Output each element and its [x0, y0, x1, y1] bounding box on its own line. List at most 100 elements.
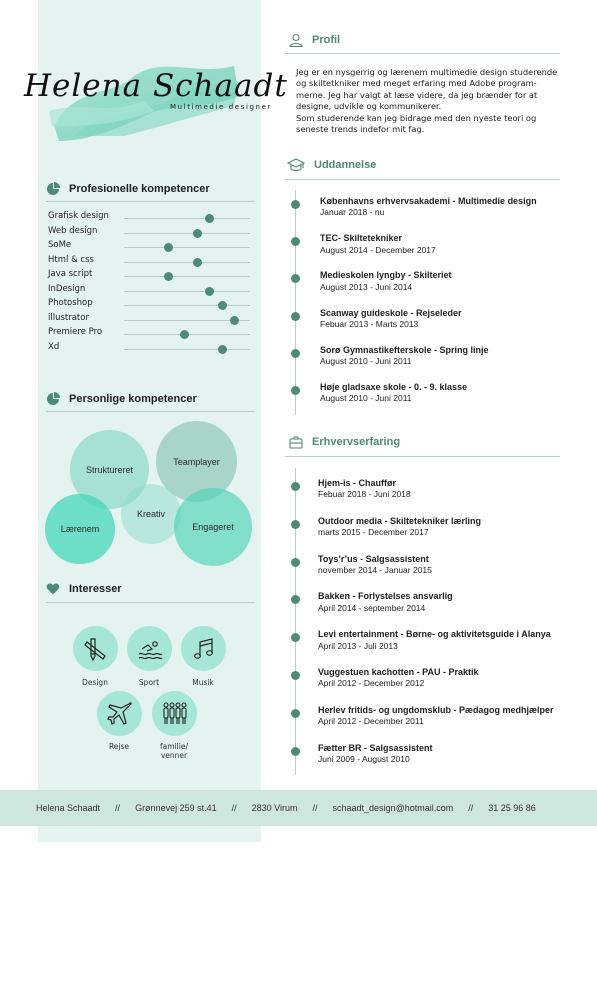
section-head-experience: Erhvervserfaring — [289, 435, 400, 449]
bubble-kreativ: Kreativ — [121, 484, 181, 544]
interest-label-rejse: Rejse — [108, 742, 130, 751]
skill-track — [124, 247, 250, 248]
skill-track — [124, 290, 250, 292]
timeline-dot — [291, 519, 300, 529]
pencil-ruler-icon — [83, 637, 106, 661]
section-title-experience: Erhvervserfaring — [312, 436, 401, 448]
timeline-dot — [291, 746, 300, 756]
section-title-education: Uddannelse — [314, 159, 377, 171]
user-icon — [289, 33, 303, 47]
skill-track — [124, 218, 250, 219]
people-icon — [162, 701, 187, 724]
skill-row: Web design — [48, 226, 253, 240]
timeline-item-date: August 2010 - Juni 2011 — [320, 356, 412, 367]
skill-label: Grafisk design — [48, 211, 109, 221]
timeline-item-title: Vuggestuen kachotten - PAU - Praktik — [318, 667, 479, 677]
interest-label-sport: Sport — [138, 678, 160, 687]
timeline-item-title: Scanway guideskole - Rejseleder — [320, 307, 462, 318]
timeline-item: Levi entertainment - Børne- og aktivitet… — [318, 628, 551, 652]
skill-row: Premiere Pro — [48, 327, 253, 341]
timeline-item: Vuggestuen kachotten - PAU - Praktik Apri… — [318, 666, 479, 690]
timeline-item-date: Juni 2009 - August 2010 — [318, 754, 410, 764]
profile-line: designe, udvikle og kommunikerer. — [296, 101, 442, 112]
section-title-interests: Interesser — [69, 583, 122, 595]
skill-label: illustrator — [48, 312, 89, 323]
skill-track — [124, 232, 250, 234]
skill-label: SoMe — [48, 240, 72, 250]
watercolor-brush-decoration — [49, 66, 239, 141]
interest-familie — [152, 691, 197, 736]
timeline-item-title: Hjem-is - Chauffør — [318, 478, 397, 488]
timeline-item-title: Bakken - Forlystelses ansvarlig — [318, 591, 453, 602]
skill-level-knob — [205, 214, 215, 223]
skill-track — [124, 319, 250, 321]
skill-level-knob — [163, 243, 173, 252]
interest-label-musik: Musik — [192, 678, 214, 687]
timeline-item-date: August 2010 - Juni 2011 — [320, 393, 412, 404]
skill-label: Premiere Pro — [48, 327, 103, 337]
timeline-item: Scanway guideskole - Rejseleder Febuar 20… — [320, 307, 462, 331]
footer-separator: // — [468, 803, 474, 813]
timeline-item-title: Toys’r’us - Salgsassistent — [318, 553, 429, 564]
interest-design — [73, 626, 118, 671]
skill-level-knob — [192, 228, 202, 238]
timeline-dot — [291, 633, 300, 643]
skill-row: Html & css — [48, 255, 253, 269]
skill-row: Java script — [48, 269, 253, 283]
skill-row: illustrator — [48, 313, 253, 327]
skill-level-knob — [205, 286, 215, 296]
divider — [46, 411, 255, 412]
skill-track — [124, 305, 250, 306]
timeline-item-date: August 2013 - Juni 2014 — [320, 281, 413, 292]
timeline-dot — [291, 708, 300, 718]
footer-phone[interactable]: 31 25 96 86 — [488, 803, 536, 813]
footer-separator: // — [231, 803, 237, 813]
pie-chart-icon — [47, 392, 60, 405]
skill-row: SoMe — [48, 240, 253, 254]
section-head-education: Uddannelse — [287, 158, 376, 172]
timeline-item-title: Fætter BR - Salgsassistent — [318, 742, 433, 753]
interest-musik — [181, 626, 226, 671]
skill-row: Grafisk design — [48, 211, 253, 225]
skill-row: Photoshop — [48, 298, 253, 312]
timeline-dot — [291, 237, 300, 247]
footer-email[interactable]: schaadt_design@hotmail.com — [332, 803, 454, 813]
timeline-item-title: Outdoor media - Skiltetekniker lærling — [318, 515, 482, 526]
footer-name: Helena Schaadt — [36, 803, 101, 813]
footer-separator: // — [115, 803, 121, 813]
skill-label: Web design — [48, 225, 98, 236]
timeline-item: Københavns erhvervsakademi - Multimedie … — [320, 195, 537, 219]
timeline-item: Hjem-is - Chauffør Febuar 2018 - Juni 201… — [318, 477, 411, 501]
education-timeline-line — [295, 190, 296, 415]
timeline-item: Herlev fritids- og ungdomsklub - Pædagog… — [318, 704, 554, 728]
timeline-item: Outdoor media - Skiltetekniker lærling ma… — [318, 515, 481, 539]
footer-city: 2830 Virum — [251, 803, 298, 813]
timeline-item-title: Høje gladsaxe skole - 0. - 9. klasse — [320, 382, 468, 392]
timeline-item-date: April 2014 - september 2014 — [318, 602, 426, 613]
divider — [285, 53, 560, 54]
pie-chart-icon — [47, 182, 60, 195]
skill-row: InDesign — [48, 284, 253, 298]
timeline-item: Bakken - Forlystelses ansvarlig April 201… — [318, 590, 453, 614]
footer-separator: // — [312, 803, 318, 813]
timeline-item-date: April 2013 - Juli 2013 — [318, 640, 398, 651]
profile-line: seneste trends indefor mit fag. — [296, 124, 425, 135]
airplane-icon — [106, 701, 132, 725]
experience-timeline-line — [295, 468, 296, 775]
profile-line: Som studerende kan jeg bidrage med den n… — [296, 112, 537, 123]
divider — [285, 456, 560, 457]
section-title-personal: Personlige kompetencer — [69, 393, 197, 405]
skill-level-knob — [230, 315, 240, 325]
name-subtitle: Multimedie designer — [170, 103, 272, 111]
skill-track — [124, 261, 250, 263]
section-head-professional: Profesionelle kompetencer — [46, 182, 210, 196]
section-title-profile: Profil — [312, 34, 341, 46]
timeline-dot — [291, 348, 300, 358]
left-panel — [38, 0, 261, 842]
divider — [46, 602, 255, 603]
skill-track — [124, 276, 250, 277]
section-title-professional: Profesionelle kompetencer — [69, 183, 210, 195]
skill-label: InDesign — [48, 283, 86, 294]
skill-track — [124, 348, 250, 350]
timeline-item-title: Levi entertainment - Børne- og aktivitet… — [318, 629, 551, 640]
